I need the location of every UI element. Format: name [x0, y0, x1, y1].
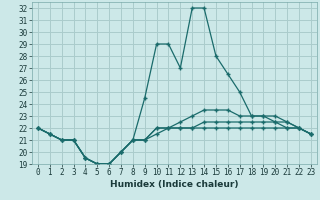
- X-axis label: Humidex (Indice chaleur): Humidex (Indice chaleur): [110, 180, 239, 189]
